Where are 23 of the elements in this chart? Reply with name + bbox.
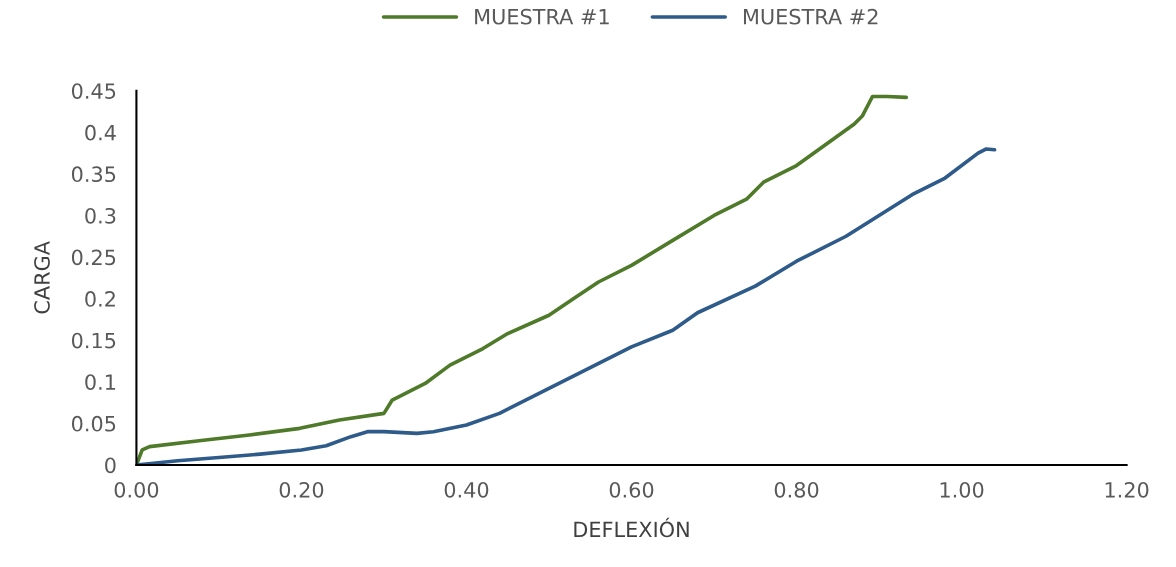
x-tick-label: 0.40 <box>444 481 489 498</box>
x-tick-label: 0.00 <box>114 481 159 498</box>
legend-label: MUESTRA #2 <box>743 8 878 25</box>
x-tick-label: 1.20 <box>1105 481 1149 498</box>
x-tick-label: 0.80 <box>774 481 819 498</box>
y-tick-label: 0.2 <box>85 291 115 307</box>
x-tick-label: 0.20 <box>279 481 324 498</box>
y-tick-label: 0 <box>105 457 116 474</box>
x-tick-label: 1.00 <box>940 481 984 498</box>
y-tick-label: 0.35 <box>71 166 116 183</box>
y-tick-label: 0.1 <box>85 374 116 390</box>
y-tick-label: 0.45 <box>71 83 116 99</box>
y-tick-label: 0.15 <box>71 332 116 349</box>
y-tick-label: 0.4 <box>85 124 116 141</box>
y-tick-label: 0.05 <box>71 415 116 432</box>
line-series <box>136 147 997 465</box>
legend-label: MUESTRA #1 <box>475 8 609 25</box>
y-tick-label: 0.3 <box>85 207 116 224</box>
y-tick-label: 0.25 <box>71 249 116 266</box>
x-axis-title: DEFLEXIÓN <box>574 517 689 538</box>
x-tick-label: 0.60 <box>609 481 654 498</box>
line-series <box>136 94 909 465</box>
y-axis-title: CARGA <box>34 241 50 314</box>
